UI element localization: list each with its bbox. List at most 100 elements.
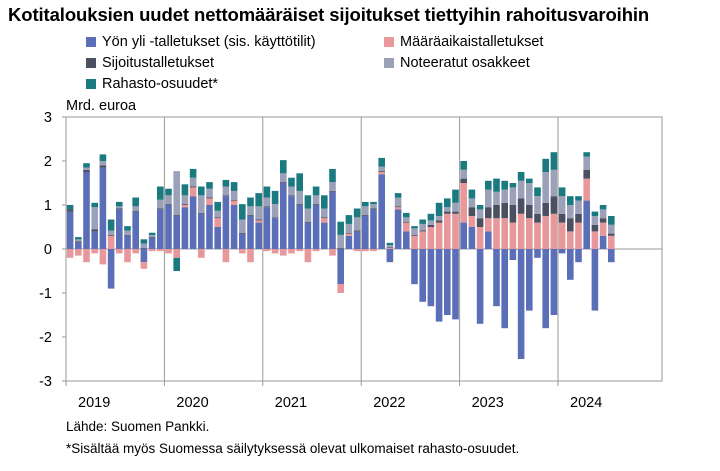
bar-segment xyxy=(501,189,508,203)
bar-segment xyxy=(435,202,443,216)
bar-segment xyxy=(378,171,385,172)
bar-segment xyxy=(435,216,443,221)
legend-label: Noteeratut osakkeet xyxy=(400,55,530,71)
bar-segment xyxy=(493,249,500,307)
bar-segment xyxy=(239,204,246,220)
bar-segment xyxy=(509,205,517,223)
bar-segment xyxy=(116,208,123,210)
bar-segment xyxy=(411,235,418,249)
bar-segment xyxy=(501,180,508,190)
bar-segment xyxy=(181,205,189,208)
bar-segment xyxy=(140,262,148,269)
bar-segment xyxy=(599,218,607,223)
bar-segment xyxy=(189,186,197,188)
bar-segment xyxy=(444,213,451,249)
bar-segment xyxy=(321,217,328,219)
bar-segment xyxy=(353,208,361,218)
bar-segment xyxy=(91,202,98,208)
bar-segment xyxy=(534,196,541,214)
bar-segment xyxy=(476,227,484,249)
bar-segment xyxy=(214,210,221,218)
bar-segment xyxy=(124,235,131,249)
bar-segment xyxy=(534,213,541,223)
bar-segment xyxy=(583,152,590,157)
bar-segment xyxy=(452,213,459,249)
bar-segment xyxy=(280,173,287,183)
bar-segment xyxy=(148,238,156,249)
bar-segment xyxy=(296,204,303,205)
bar-segment xyxy=(165,188,172,196)
bar-segment xyxy=(99,167,107,249)
bar-segment xyxy=(165,195,172,205)
bar-segment xyxy=(312,249,320,252)
bar-segment xyxy=(378,174,385,249)
bar-segment xyxy=(116,249,123,254)
bar-segment xyxy=(280,160,287,174)
bar-segment xyxy=(296,173,303,191)
bar-segment xyxy=(230,205,238,249)
bar-segment xyxy=(403,217,410,222)
bar-segment xyxy=(148,232,156,235)
bar-segment xyxy=(444,211,451,214)
bar-segment xyxy=(148,234,156,238)
bar-segment xyxy=(394,206,402,208)
bar-segment xyxy=(517,172,525,181)
bar-segment xyxy=(288,249,295,254)
bar-segment xyxy=(509,222,517,249)
bar-segment xyxy=(485,231,492,249)
bar-segment xyxy=(567,249,574,280)
bar-segment xyxy=(337,221,344,235)
bar-segment xyxy=(608,235,615,249)
bar-segment xyxy=(239,232,246,234)
bar-segment xyxy=(173,215,180,216)
bar-segment xyxy=(575,196,582,201)
bar-segment xyxy=(468,207,476,216)
bar-segment xyxy=(558,249,566,254)
bar-segment xyxy=(460,222,467,249)
bar-segment xyxy=(411,234,418,236)
bar-segment xyxy=(337,248,344,249)
y-tick-label: -1 xyxy=(39,286,52,302)
bar-segment xyxy=(435,220,443,223)
bar-segment xyxy=(132,249,139,254)
bar-segment xyxy=(157,186,164,200)
bar-segment xyxy=(312,205,320,249)
bar-segment xyxy=(222,196,230,249)
bar-segment xyxy=(370,204,377,209)
y-axis-label: Mrd. euroa xyxy=(66,98,137,114)
bar-segment xyxy=(247,215,254,216)
legend-label: Yön yli -talletukset (sis. käyttötilit) xyxy=(102,34,316,50)
bar-segment xyxy=(222,195,230,197)
bar-segment xyxy=(591,224,599,232)
bar-segment xyxy=(263,197,271,207)
bar-segment xyxy=(567,196,574,205)
bar-segment xyxy=(353,217,361,231)
bar-segment xyxy=(362,249,369,252)
bar-segment xyxy=(206,188,213,198)
bar-segment xyxy=(485,180,492,190)
bar-segment xyxy=(206,182,213,189)
bar-segment xyxy=(329,191,336,249)
bar-segment xyxy=(75,239,82,242)
bar-segment xyxy=(304,195,312,209)
x-tick-label: 2020 xyxy=(176,395,208,411)
bar-segment xyxy=(444,207,451,212)
bar-segment xyxy=(509,249,517,260)
bar-segment xyxy=(230,199,238,201)
bar-segment xyxy=(296,249,303,252)
bar-segment xyxy=(485,207,492,219)
bar-segment xyxy=(567,218,574,232)
bar-segment xyxy=(75,242,82,249)
bar-segment xyxy=(452,202,459,212)
bar-segment xyxy=(550,249,558,315)
bar-segment xyxy=(75,249,82,256)
bar-segment xyxy=(288,177,295,187)
footnote: *Sisältää myös Suomessa säilytyksessä ol… xyxy=(66,441,520,456)
bar-segment xyxy=(148,237,156,238)
bar-segment xyxy=(280,183,287,249)
bar-segment xyxy=(493,178,500,192)
bar-segment xyxy=(75,241,82,243)
bar-segment xyxy=(485,189,492,208)
bar-segment xyxy=(66,205,74,210)
